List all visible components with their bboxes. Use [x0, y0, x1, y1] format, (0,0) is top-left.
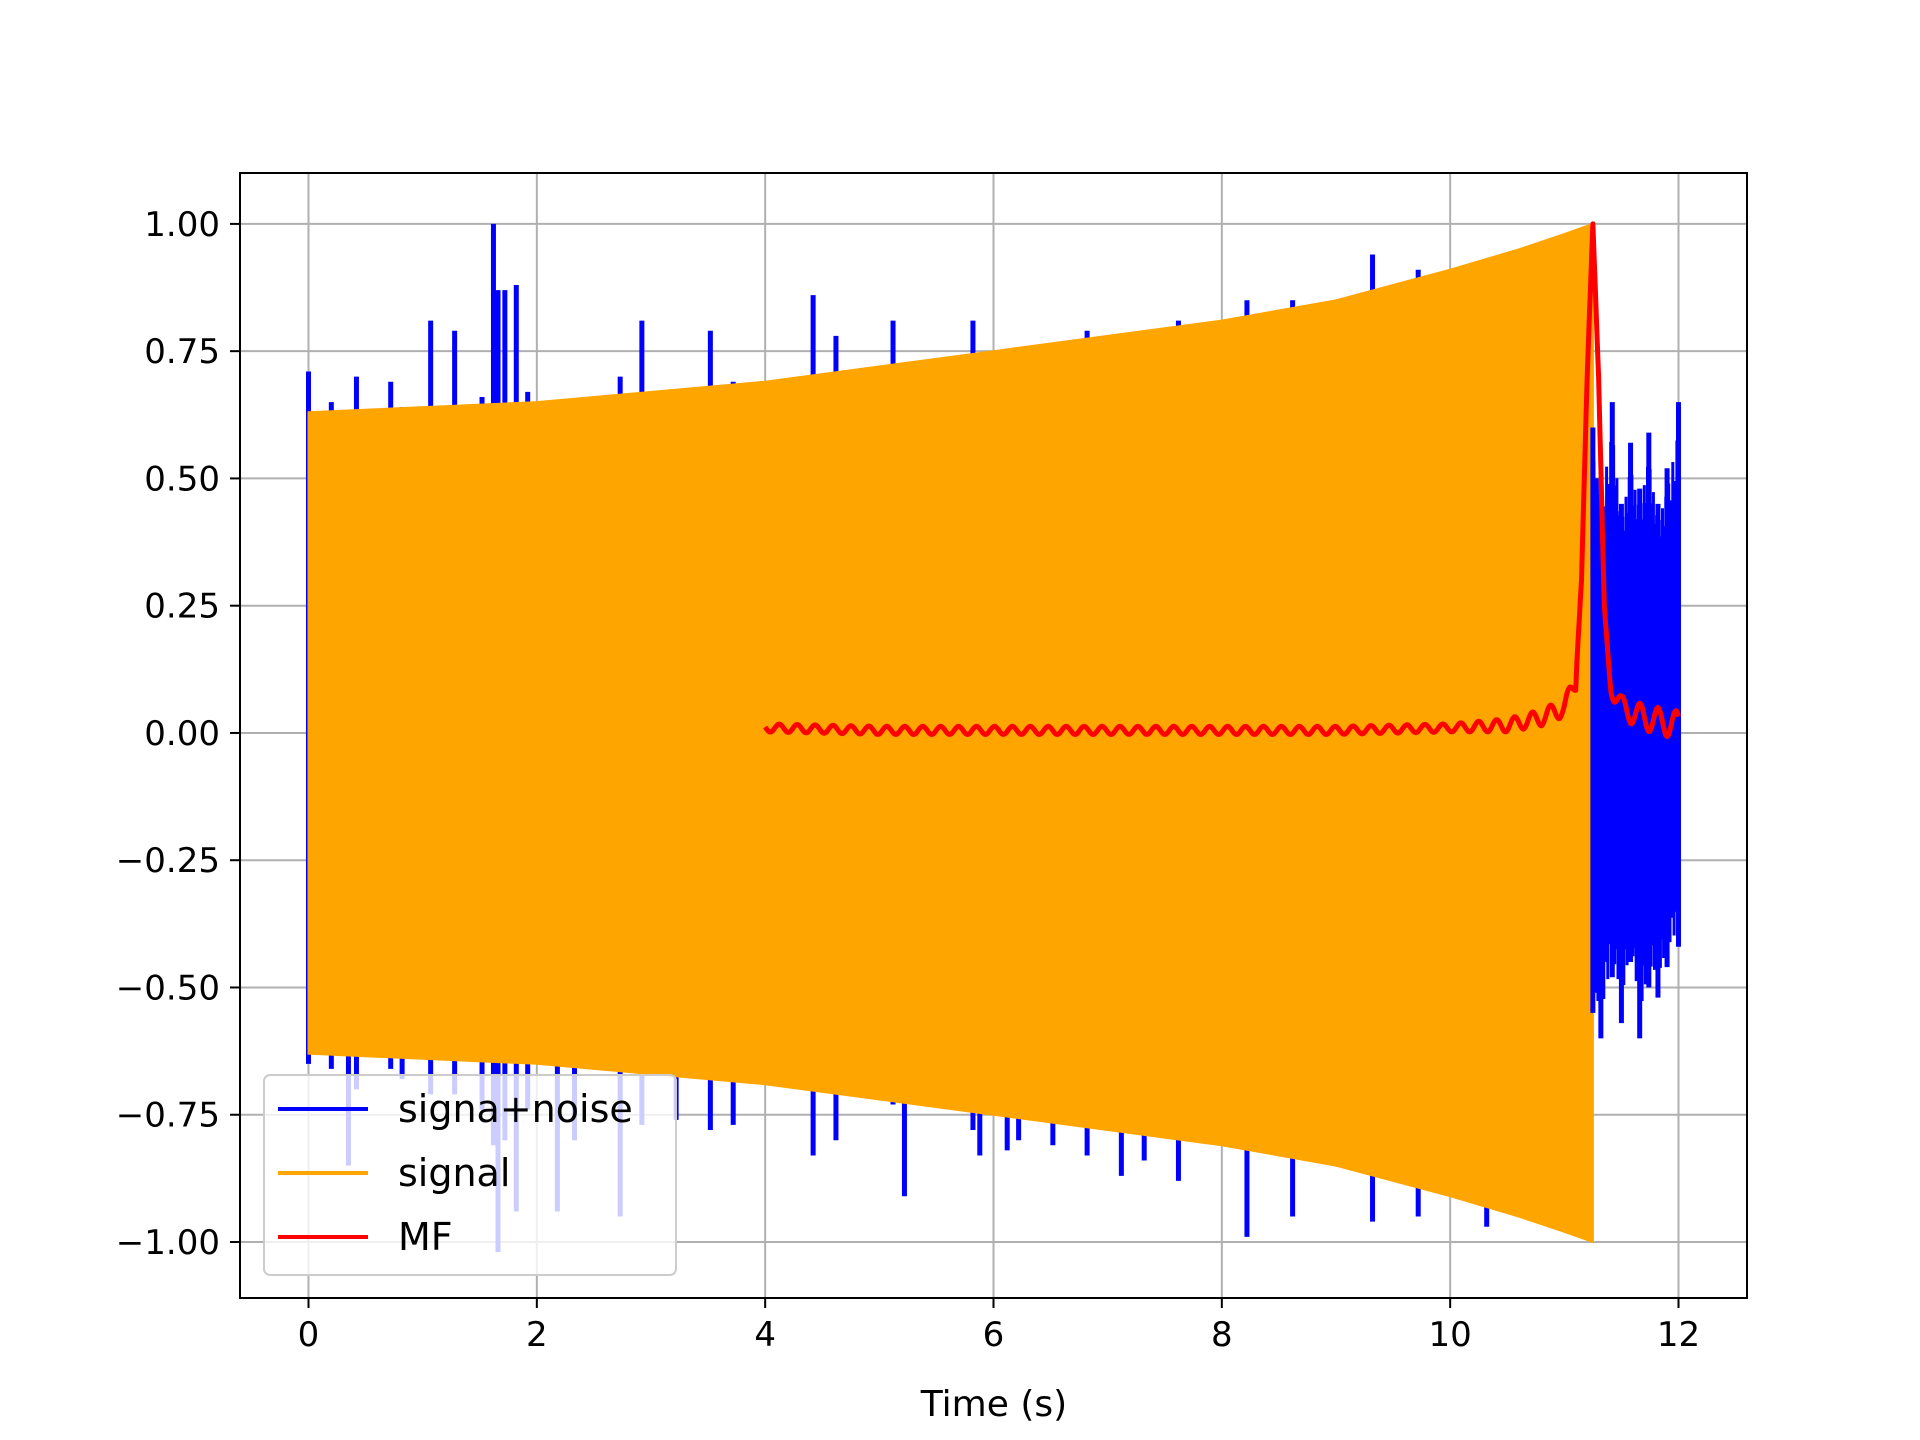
legend: signa+noise signal MF — [263, 1074, 677, 1276]
y-tick-label: 0.25 — [144, 587, 220, 627]
y-tick-label: 0.50 — [144, 459, 220, 499]
y-tick-label: −0.50 — [116, 968, 220, 1008]
y-tick-label: −1.00 — [116, 1223, 220, 1263]
x-tick-label: 8 — [1211, 1315, 1233, 1355]
y-tick-label: 1.00 — [144, 205, 220, 245]
x-tick-label: 6 — [983, 1315, 1005, 1355]
x-tick-label: 2 — [526, 1315, 548, 1355]
legend-label-signal: signal — [398, 1151, 510, 1195]
legend-label-signal-noise: signa+noise — [398, 1087, 633, 1131]
x-tick-label: 0 — [298, 1315, 320, 1355]
x-tick-label: 4 — [754, 1315, 776, 1355]
y-tick-label: −0.25 — [116, 841, 220, 881]
ticks: 0 2 4 6 8 10 12 1.00 0.75 0.50 0.25 0.00 −0.25 −0.50 −… — [116, 205, 1700, 1355]
legend-label-mf: MF — [398, 1215, 453, 1259]
plot-area — [306, 221, 1681, 1253]
x-tick-label: 10 — [1429, 1315, 1472, 1355]
x-axis-label: Time (s) — [920, 1384, 1067, 1425]
y-tick-label: −0.75 — [116, 1096, 220, 1136]
y-tick-label: 0.75 — [144, 332, 220, 372]
y-tick-label: 0.00 — [144, 714, 220, 754]
legend-box — [263, 1074, 677, 1276]
mf-line — [763, 221, 1681, 739]
x-tick-label: 12 — [1657, 1315, 1700, 1355]
